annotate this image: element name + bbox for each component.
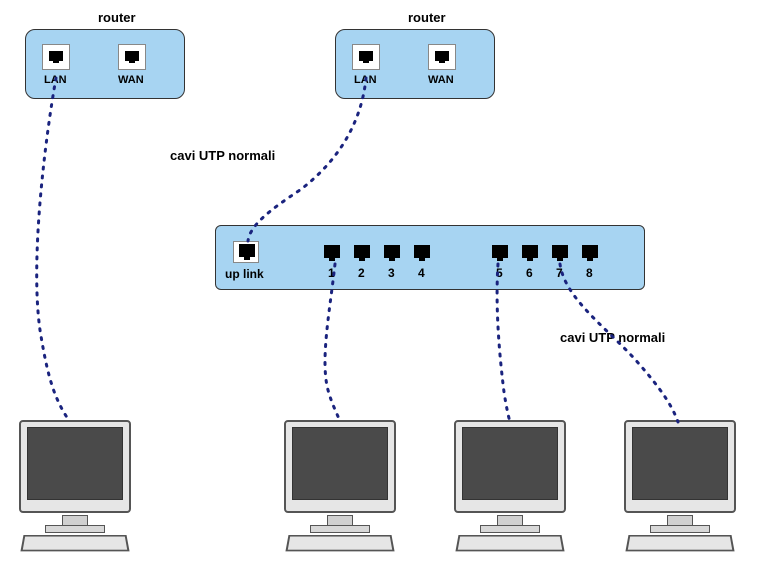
computer-1 — [10, 420, 140, 560]
router2-wan-port — [428, 44, 456, 70]
switch-port-7 — [550, 244, 570, 262]
monitor-base — [480, 525, 540, 533]
router1-title: router — [98, 10, 136, 25]
monitor-base — [310, 525, 370, 533]
switch-port-8 — [580, 244, 600, 262]
switch-port-4 — [412, 244, 432, 262]
computer-2 — [275, 420, 405, 560]
cable-1 — [37, 78, 70, 422]
router2-wan-label: WAN — [428, 74, 454, 86]
router1-lan-label: LAN — [44, 74, 67, 86]
switch-port-5 — [490, 244, 510, 262]
switch-uplink-port-box — [233, 241, 259, 263]
switch-uplink-port — [237, 243, 257, 261]
computer-3 — [445, 420, 575, 560]
router2-lan-port — [352, 44, 380, 70]
switch-port-6 — [520, 244, 540, 262]
switch-port-label-6: 6 — [526, 266, 533, 280]
switch-port-label-7: 7 — [556, 266, 563, 280]
switch-port-label-1: 1 — [328, 266, 335, 280]
router2-lan-label: LAN — [354, 74, 377, 86]
switch-port-1 — [322, 244, 342, 262]
monitor-screen — [27, 427, 123, 500]
monitor-base — [650, 525, 710, 533]
monitor-screen — [632, 427, 728, 500]
keyboard — [625, 535, 734, 551]
cable-note-bottom: cavi UTP normali — [560, 330, 665, 345]
computer-4 — [615, 420, 745, 560]
switch-port-label-2: 2 — [358, 266, 365, 280]
switch-port-label-8: 8 — [586, 266, 593, 280]
switch-port-3 — [382, 244, 402, 262]
switch-port-2 — [352, 244, 372, 262]
switch-uplink-label: up link — [225, 267, 264, 281]
router1-lan-port — [42, 44, 70, 70]
keyboard — [455, 535, 564, 551]
keyboard — [285, 535, 394, 551]
monitor-screen — [462, 427, 558, 500]
switch-port-label-4: 4 — [418, 266, 425, 280]
router1-wan-label: WAN — [118, 74, 144, 86]
keyboard — [20, 535, 129, 551]
switch-port-label-5: 5 — [496, 266, 503, 280]
cable-note-top: cavi UTP normali — [170, 148, 275, 163]
switch-port-label-3: 3 — [388, 266, 395, 280]
router2-title: router — [408, 10, 446, 25]
monitor-base — [45, 525, 105, 533]
monitor-screen — [292, 427, 388, 500]
router1-wan-port — [118, 44, 146, 70]
